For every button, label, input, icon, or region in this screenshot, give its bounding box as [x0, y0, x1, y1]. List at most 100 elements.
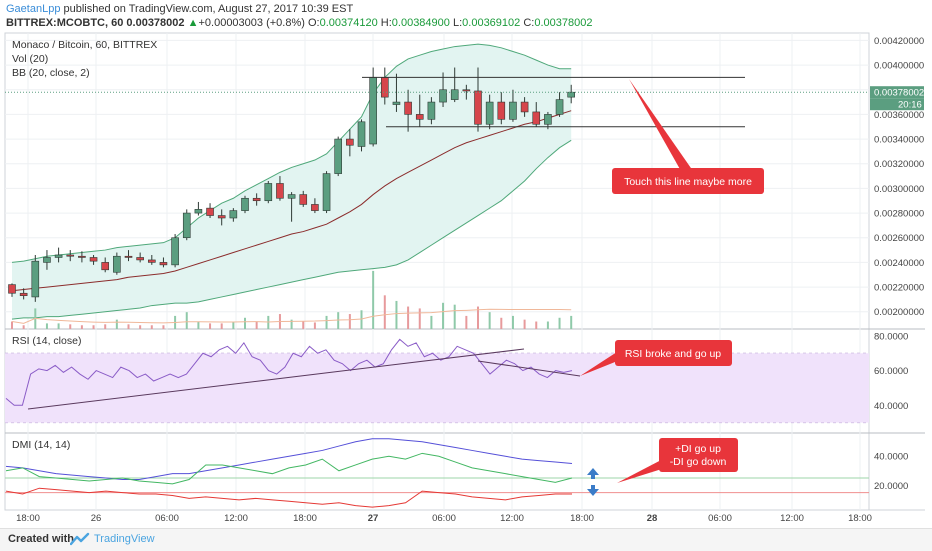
volume-bar	[115, 319, 118, 329]
time-tick-label: 18:00	[16, 513, 40, 524]
candle-body	[544, 114, 552, 125]
time-tick-label: 18:00	[848, 513, 872, 524]
candle-body	[474, 90, 482, 125]
volume-bar	[220, 323, 223, 329]
candle-body	[415, 114, 424, 120]
x-axis-ticks: 18:00 26 06:00 12:00 18:00 27 06:00 12:00 18:00 2…	[16, 513, 872, 524]
volume-bar	[430, 315, 433, 329]
h-value: 0.00384900	[391, 17, 450, 29]
annotation-text-rsi: RSI broke and go up	[625, 348, 721, 360]
candle-body	[217, 215, 226, 219]
volume-bar	[11, 321, 13, 329]
l-label: L:	[452, 17, 463, 29]
candle-body	[392, 101, 401, 105]
bb-basis-line	[11, 110, 572, 292]
time-tick-label: 18:00	[293, 513, 317, 524]
candle-body	[439, 89, 447, 103]
y-axis-ticks: 0.00200000 0.00220000 0.00240000 0.00260000…	[874, 36, 924, 492]
price-levels	[362, 76, 745, 128]
candle-body	[54, 254, 63, 258]
volume-bar	[372, 271, 375, 329]
rsi-band	[5, 353, 869, 423]
vol-label: Vol (20)	[12, 53, 48, 65]
tradingview-logo-icon	[70, 532, 90, 546]
rsi-trendline-lower	[27, 348, 525, 410]
volume-bar	[511, 315, 514, 329]
candle-body	[171, 237, 179, 266]
volume-bar	[500, 317, 503, 329]
volume-ma-line	[11, 308, 572, 324]
annotation-pointer-price	[629, 79, 693, 171]
volume-bar	[465, 315, 468, 329]
candle-body	[322, 173, 331, 211]
rsi-tick-label: 60.0000	[874, 366, 908, 377]
volume-bar	[337, 312, 340, 329]
candle-body	[380, 77, 389, 98]
author-link[interactable]: GaetanLpp	[6, 3, 61, 15]
dmi-panel-title: DMI (14, 14)	[12, 439, 70, 451]
minus-di-line	[5, 487, 572, 508]
candle-body	[241, 197, 249, 211]
tradingview-brand-link[interactable]: TradingView	[94, 533, 155, 545]
volume-bar	[80, 325, 83, 329]
candle-body	[287, 194, 296, 199]
time-tick-label: 06:00	[432, 513, 456, 524]
volume-bar	[313, 322, 316, 329]
candle-body	[113, 255, 121, 273]
annotation-box-price	[612, 168, 764, 194]
candle-body	[450, 89, 459, 100]
candle-body	[520, 101, 529, 113]
annotation-pointer-rsi	[580, 350, 620, 376]
l-value: 0.00369102	[462, 17, 521, 29]
candle-body	[182, 212, 191, 239]
volume-bar	[360, 310, 363, 329]
candle-body	[334, 138, 343, 174]
countdown-tag	[870, 98, 924, 111]
volume-bar	[348, 314, 351, 329]
chart-svg: 0.00200000 0.00220000 0.00240000 0.00260000…	[4, 32, 925, 524]
candle-body	[485, 101, 494, 125]
candle-body	[31, 260, 40, 298]
candle-body	[8, 284, 16, 294]
volume-bar	[488, 312, 491, 329]
o-value: 0.00374120	[319, 17, 378, 29]
volume-bar	[244, 317, 246, 329]
candle-body	[89, 257, 98, 262]
plus-di-line	[5, 452, 573, 485]
candle-body	[427, 101, 436, 120]
arrow-up-icon	[587, 468, 599, 479]
publish-info: published on TradingView.com, August 27,…	[63, 3, 354, 15]
time-tick-label: 28	[647, 513, 658, 524]
annotation-text-price: Touch this line maybe more	[624, 176, 752, 188]
volume-bar	[127, 324, 130, 329]
candle-body	[124, 255, 133, 258]
price-tick-label: 0.00240000	[874, 258, 924, 269]
volume-bar	[383, 295, 386, 329]
volume-bar	[407, 306, 410, 329]
price-tick-label: 0.00420000	[874, 36, 924, 47]
volume-bar	[69, 324, 72, 329]
h-label: H:	[380, 17, 392, 29]
time-tick-label: 06:00	[708, 513, 732, 524]
dmi-tick-label: 40.0000	[874, 452, 908, 463]
price-panel-title: Monaco / Bitcoin, 60, BITTREX	[12, 39, 157, 51]
volume-bar	[255, 321, 258, 329]
candle-body	[206, 207, 214, 216]
bb-upper-line	[11, 43, 572, 263]
candle-body	[148, 259, 156, 263]
arrow-down-icon	[587, 485, 599, 496]
countdown-tag-text: 20:16	[898, 100, 922, 111]
candle-body	[532, 111, 541, 125]
annotation-box-rsi	[615, 340, 732, 366]
time-tick-label: 18:00	[570, 513, 594, 524]
volume-bar	[325, 315, 328, 329]
price-tick-label: 0.00260000	[874, 233, 924, 244]
candle-body	[404, 101, 412, 115]
candle-body	[66, 254, 75, 257]
candle-body	[567, 91, 576, 98]
time-tick-label: 12:00	[780, 513, 804, 524]
candle-body	[311, 204, 319, 211]
volume-bar	[197, 321, 200, 329]
volume-bar	[57, 323, 60, 329]
candle-body	[229, 210, 238, 219]
